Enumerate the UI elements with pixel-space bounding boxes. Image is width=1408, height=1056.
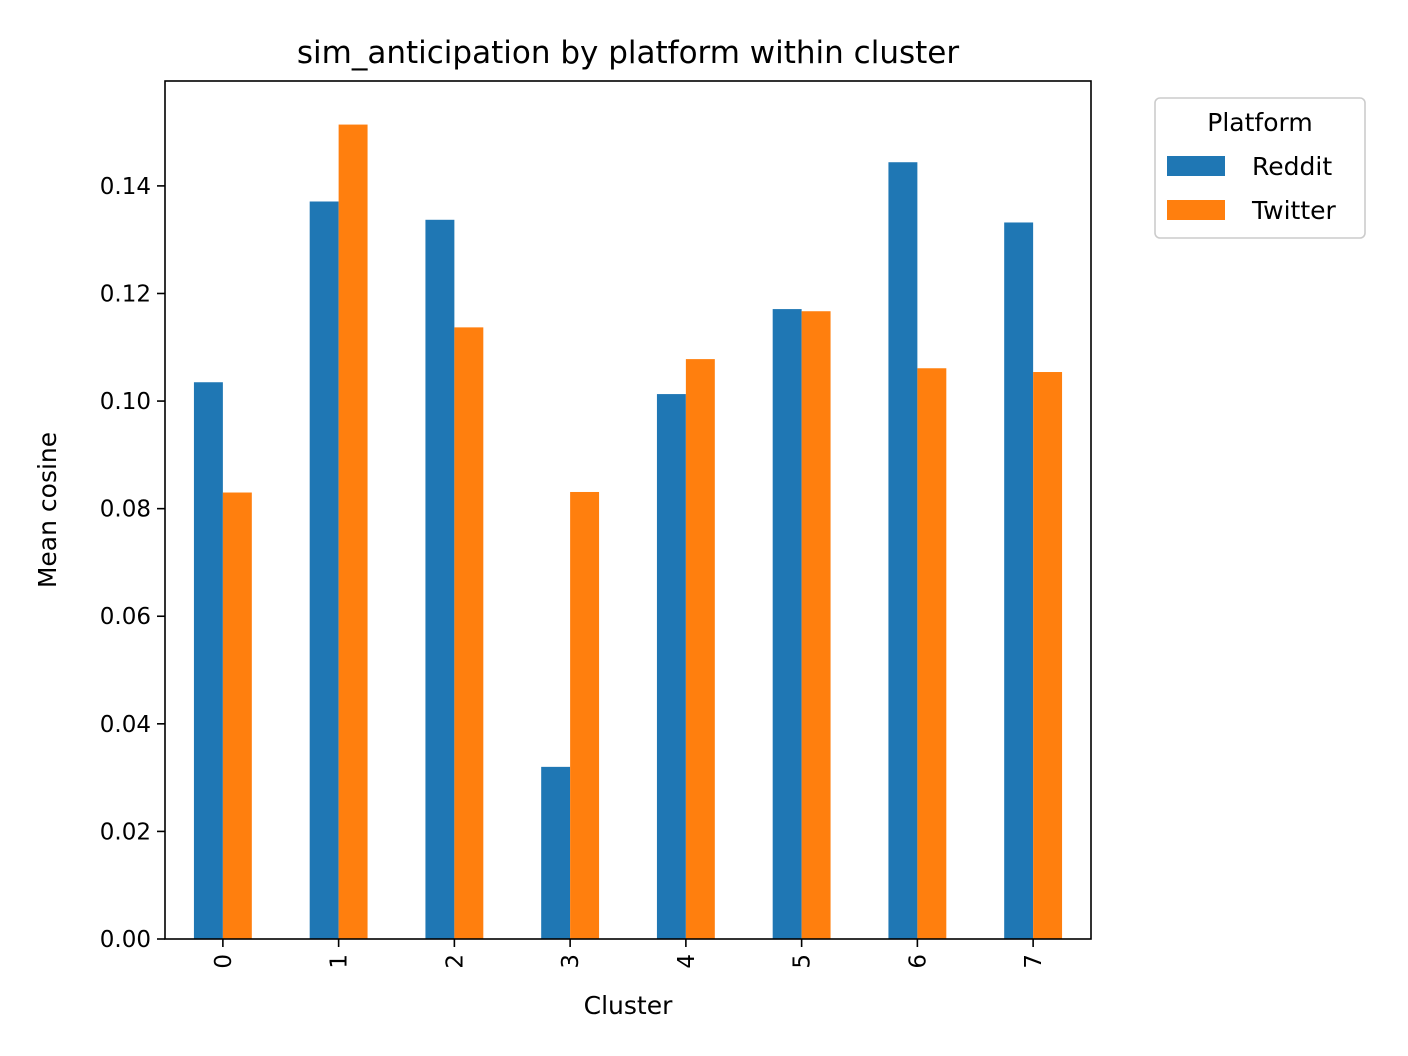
y-axis-label: Mean cosine xyxy=(33,432,62,588)
x-axis-label: Cluster xyxy=(584,991,673,1020)
bar-reddit-cluster-5 xyxy=(772,309,802,939)
bar-twitter-cluster-2 xyxy=(454,327,484,939)
legend-label-reddit: Reddit xyxy=(1252,152,1332,181)
x-tick-label: 6 xyxy=(905,954,931,969)
x-tick-label: 7 xyxy=(1021,954,1047,969)
x-tick-label: 4 xyxy=(674,954,700,969)
y-tick-label: 0.02 xyxy=(100,819,151,845)
bar-reddit-cluster-0 xyxy=(193,382,223,939)
bar-twitter-cluster-5 xyxy=(801,311,831,939)
bar-twitter-cluster-3 xyxy=(570,491,600,939)
x-tick-label: 0 xyxy=(211,954,237,969)
y-tick-label: 0.10 xyxy=(100,389,151,415)
bar-twitter-cluster-1 xyxy=(338,124,368,940)
chart-title: sim_anticipation by platform within clus… xyxy=(297,35,959,71)
y-tick-label: 0.06 xyxy=(100,604,151,630)
legend-label-twitter: Twitter xyxy=(1251,196,1337,225)
y-tick-label: 0.14 xyxy=(100,174,151,200)
x-tick-label: 2 xyxy=(442,954,468,969)
bar-reddit-cluster-4 xyxy=(656,394,686,939)
plot-frame xyxy=(164,80,1092,940)
bar-reddit-cluster-1 xyxy=(309,201,339,939)
bar-twitter-cluster-0 xyxy=(222,492,252,939)
y-axis: 0.00 0.02 0.04 0.06 0.08 0.10 0.12 0.14 xyxy=(100,174,165,953)
legend-swatch-reddit xyxy=(1167,156,1225,176)
bar-reddit-cluster-2 xyxy=(425,219,455,940)
y-tick-label: 0.00 xyxy=(100,927,151,953)
x-tick-label: 5 xyxy=(790,954,816,969)
y-tick-label: 0.08 xyxy=(100,497,151,523)
x-tick-label: 1 xyxy=(327,954,353,969)
legend: Platform Reddit Twitter xyxy=(1154,97,1366,239)
bar-twitter-cluster-7 xyxy=(1033,372,1063,939)
bar-reddit-cluster-3 xyxy=(541,766,571,939)
bar-reddit-cluster-7 xyxy=(1004,222,1034,940)
bar-twitter-cluster-4 xyxy=(685,359,715,939)
legend-swatch-twitter xyxy=(1167,200,1225,220)
bars-layer xyxy=(193,124,1063,940)
x-tick-label: 3 xyxy=(558,954,584,969)
y-tick-label: 0.12 xyxy=(100,281,151,307)
bar-twitter-cluster-6 xyxy=(917,368,947,940)
y-tick-label: 0.04 xyxy=(100,712,151,738)
legend-title: Platform xyxy=(1207,108,1312,137)
bar-reddit-cluster-6 xyxy=(888,162,918,939)
x-axis: 0 1 2 3 4 5 6 7 xyxy=(211,939,1047,969)
